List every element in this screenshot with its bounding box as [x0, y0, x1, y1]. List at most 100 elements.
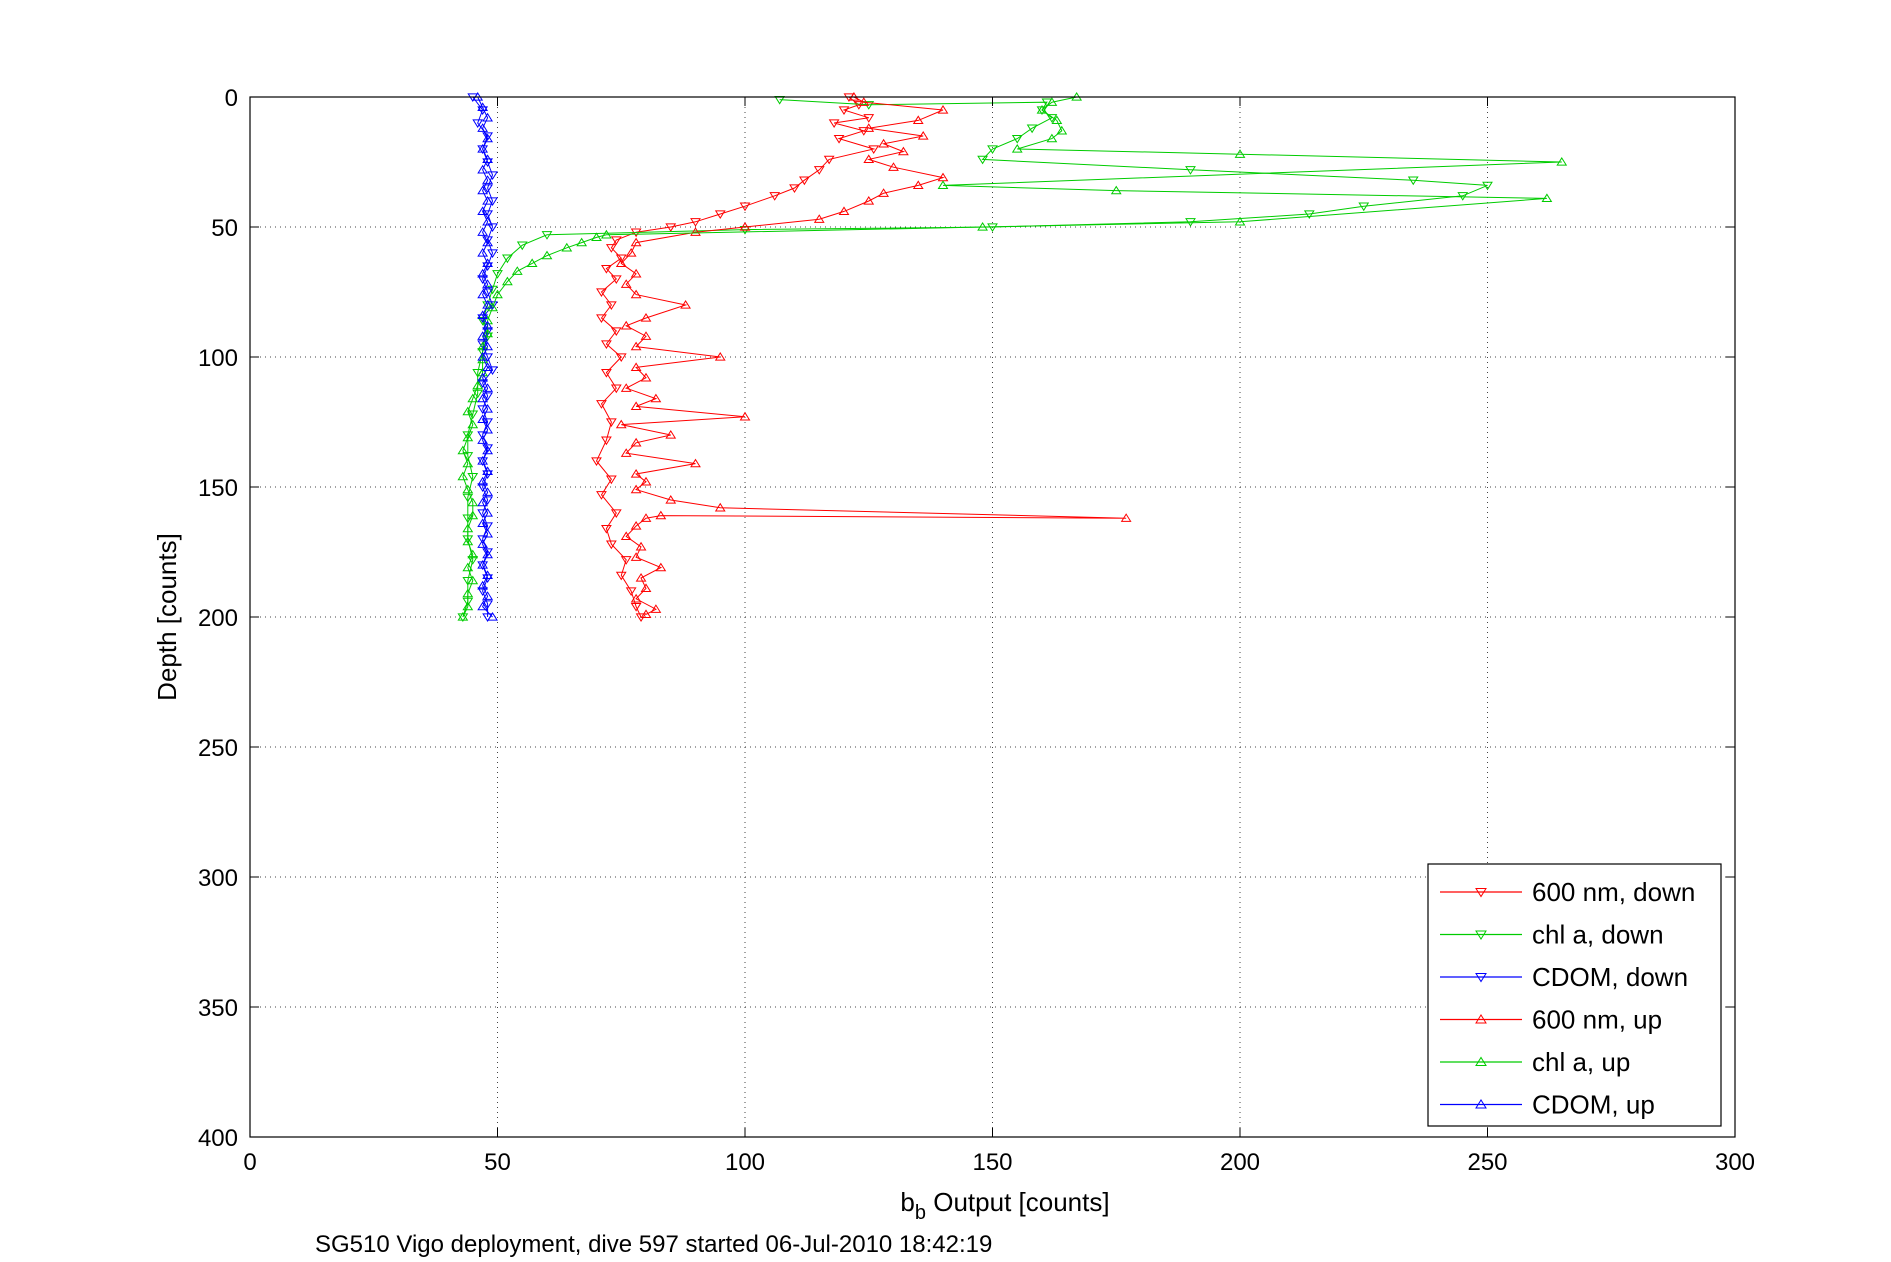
data-point [477, 456, 489, 465]
data-point [477, 476, 489, 486]
data-point [605, 540, 617, 550]
data-point [600, 368, 612, 378]
data-point [987, 145, 998, 154]
data-point [482, 424, 494, 434]
data-point [467, 575, 479, 585]
data-point [462, 431, 474, 440]
x-tick-label: 0 [243, 1149, 256, 1176]
data-point [1046, 97, 1058, 106]
data-point [457, 471, 469, 481]
data-point [858, 97, 870, 106]
data-point [477, 580, 489, 590]
data-point [467, 393, 479, 403]
data-point [457, 612, 469, 621]
data-point [501, 254, 513, 264]
data-point [650, 393, 662, 403]
data-point [462, 458, 474, 468]
data-point [561, 242, 573, 252]
data-point [863, 196, 875, 205]
x-tick-label: 250 [1467, 1149, 1507, 1176]
data-point [482, 383, 494, 392]
data-point [630, 484, 642, 494]
series-5 [472, 92, 498, 621]
data-point [987, 223, 998, 232]
data-point [714, 352, 726, 361]
x-tick-label: 50 [484, 1149, 511, 1176]
data-point [615, 353, 627, 362]
data-point [541, 231, 553, 240]
data-point [640, 476, 652, 486]
data-point [467, 497, 479, 507]
data-point [477, 539, 489, 548]
data-point [690, 227, 701, 236]
legend-swatch-marker [1475, 930, 1487, 940]
data-point [472, 380, 484, 390]
legend-entry: chl a, up [1440, 1047, 1630, 1077]
data-point [739, 411, 751, 421]
data-point [714, 502, 726, 512]
data-point [600, 436, 612, 446]
series-4 [457, 92, 1568, 621]
data-point [477, 268, 489, 278]
data-point [462, 493, 474, 503]
legend-label: 600 nm, up [1532, 1005, 1662, 1035]
data-point [630, 268, 642, 278]
legend-label: chl a, up [1532, 1047, 1630, 1077]
data-point [635, 573, 647, 582]
data-point [482, 549, 494, 559]
data-point [596, 491, 607, 500]
data-point [482, 445, 494, 455]
data-point [482, 392, 494, 401]
data-point [1011, 134, 1023, 144]
legend-entry: 600 nm, up [1440, 1005, 1662, 1035]
data-point [630, 401, 642, 411]
data-point [1482, 181, 1493, 191]
data-point [526, 258, 538, 268]
data-point [630, 593, 642, 603]
legend-swatch-marker [1475, 973, 1487, 983]
data-point [477, 601, 489, 611]
data-point [487, 249, 498, 258]
data-point [640, 372, 652, 382]
data-point [680, 300, 692, 309]
data-point [828, 119, 840, 128]
data-point [516, 241, 528, 251]
data-point [620, 320, 632, 330]
data-point [610, 509, 622, 518]
data-point [487, 171, 498, 180]
y-axis: 0 50 100 150 200 250 300 350 400 [198, 85, 1735, 1152]
data-point [600, 340, 612, 349]
data-point [591, 457, 602, 466]
data-point [482, 132, 494, 141]
data-point [467, 472, 479, 482]
y-axis-label: Depth [counts] [152, 533, 182, 701]
data-point [610, 236, 622, 245]
data-point [937, 180, 949, 190]
data-point [477, 560, 489, 569]
data-point [813, 166, 825, 175]
data-point [937, 105, 949, 114]
legend-entry: chl a, down [1440, 920, 1664, 950]
series-line [595, 96, 876, 618]
y-tick-label: 100 [198, 345, 238, 372]
x-axis-label-rest: Output [counts] [926, 1187, 1110, 1217]
data-point [477, 518, 489, 528]
x-axis-label: bb Output [counts] [900, 1187, 1109, 1224]
data-point [1234, 216, 1246, 226]
data-point [888, 162, 899, 171]
data-point [477, 372, 489, 382]
data-point [482, 154, 494, 164]
data-point [492, 270, 503, 279]
data-point [620, 279, 632, 288]
data-point [467, 549, 479, 559]
x-axis: 0 50 100 150 200 250 300 [243, 97, 1755, 1176]
data-point [640, 513, 652, 522]
data-point [511, 266, 523, 275]
data-point [630, 521, 642, 530]
legend: 600 nm, down chl a, down CDOM, down 600 nm,… [1427, 863, 1722, 1127]
data-point [630, 362, 642, 372]
data-point [739, 222, 751, 231]
data-point [462, 588, 474, 598]
x-tick-label: 150 [972, 1149, 1012, 1176]
data-point [482, 570, 494, 580]
